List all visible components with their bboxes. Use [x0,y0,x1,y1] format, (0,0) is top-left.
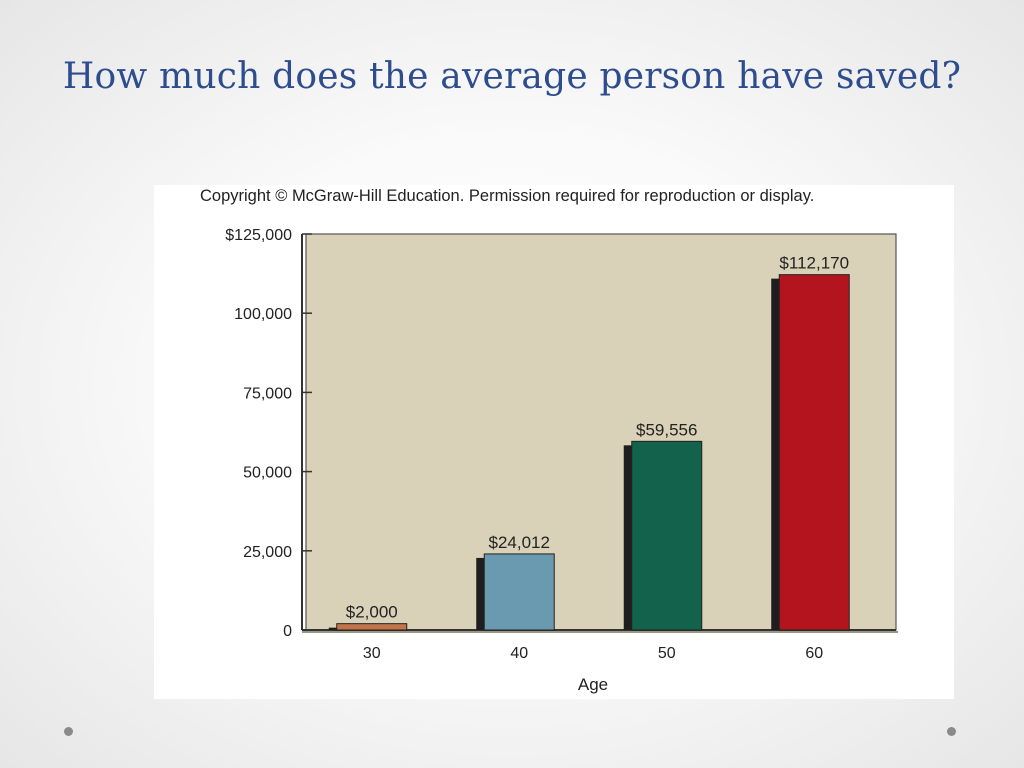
data-label: $59,556 [636,420,697,439]
slide-nav-dot-left [64,727,73,736]
bar-age-40 [483,553,555,631]
x-tick-label: 40 [510,645,528,662]
slide-nav-dot-right [947,727,956,736]
copyright-notice: Copyright © McGraw-Hill Education. Permi… [200,187,815,205]
data-label: $2,000 [346,603,398,622]
bar-age-60 [778,274,850,631]
y-tick-label: $125,000 [225,227,292,244]
data-label: $24,012 [489,533,550,552]
bar-age-30 [336,623,408,631]
chart-panel: Copyright © McGraw-Hill Education. Permi… [154,185,954,699]
y-tick-label: 75,000 [243,385,292,402]
bar-shadow [771,278,781,630]
bar-chart: 0 25,000 50,000 75,000 100,000 $125,000 $2,00… [225,227,898,694]
x-axis-label: Age [578,675,608,694]
bar-shadow [476,557,486,630]
y-tick-label: 50,000 [243,465,292,482]
y-tick-label: 0 [283,623,292,640]
x-tick-label: 50 [658,645,676,662]
x-tick-label: 30 [363,645,381,662]
y-tick-label: 25,000 [243,544,292,561]
bar-age-50 [631,440,703,631]
data-label: $112,170 [779,254,849,273]
y-tick-label: 100,000 [234,306,292,323]
slide-title: How much does the average person have sa… [62,56,962,97]
x-tick-label: 60 [805,645,823,662]
bar-shadow [623,445,633,630]
bar-shadow [328,627,338,630]
